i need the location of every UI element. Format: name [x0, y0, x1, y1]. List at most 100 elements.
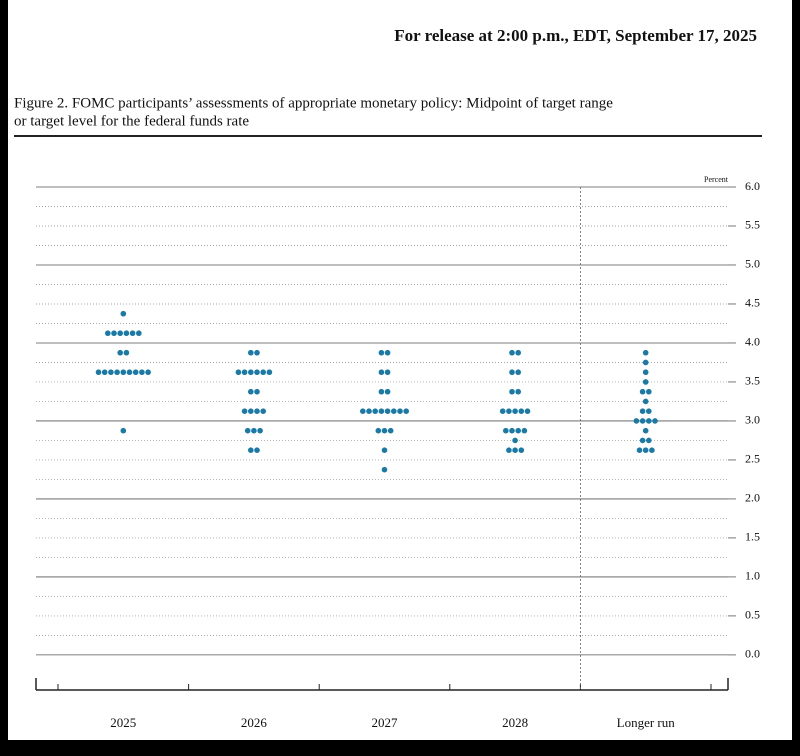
y-tick-label: 0.5 — [745, 608, 760, 622]
participant-dot — [117, 349, 123, 356]
participant-dot — [378, 388, 385, 395]
participant-dot — [509, 369, 515, 376]
participant-dot — [235, 369, 242, 376]
participant-dot — [639, 388, 646, 395]
participant-dot — [387, 427, 394, 434]
participant-dot — [360, 408, 366, 415]
chart-title: Figure 2. FOMC participants’ assessments… — [14, 95, 613, 111]
participant-dot — [646, 437, 652, 444]
participant-dot — [248, 369, 254, 376]
y-tick-label: 2.0 — [745, 491, 760, 505]
participant-dot — [120, 369, 127, 376]
participant-dot — [639, 418, 646, 424]
y-tick-label: 1.0 — [745, 569, 760, 583]
participant-dot — [499, 408, 506, 415]
participant-dot — [117, 330, 123, 337]
participant-dot — [254, 349, 260, 356]
participant-dot — [260, 408, 267, 415]
participant-dot — [642, 398, 649, 405]
participant-dot — [512, 408, 518, 415]
participant-dot — [108, 369, 114, 376]
participant-dot — [512, 447, 518, 453]
participant-dot — [636, 447, 643, 453]
participant-dot — [95, 369, 102, 376]
participant-dot — [518, 408, 525, 415]
participant-dot — [378, 408, 385, 415]
participant-dot — [366, 408, 372, 415]
x-tick-label: 2028 — [502, 715, 528, 730]
participant-dot — [139, 369, 145, 376]
participant-dot — [248, 349, 254, 356]
participant-dot — [633, 418, 640, 424]
y-tick-label: 4.5 — [745, 296, 760, 310]
participant-dot — [515, 369, 521, 376]
participant-dot — [251, 427, 257, 434]
participant-dot — [515, 388, 521, 395]
participant-dot — [123, 349, 130, 356]
participant-dot — [512, 437, 518, 444]
participant-dot — [524, 408, 531, 415]
participant-dot — [646, 408, 652, 415]
participant-dot — [145, 369, 151, 376]
participant-dot — [391, 408, 397, 415]
participant-dot — [515, 427, 521, 434]
y-tick-label: 5.0 — [745, 257, 760, 271]
chart-subtitle: or target level for the federal funds ra… — [14, 113, 249, 129]
y-tick-label: 4.0 — [745, 335, 760, 349]
participant-dot — [378, 369, 385, 376]
participant-dot — [639, 408, 646, 415]
y-tick-label: 1.5 — [745, 530, 760, 544]
participant-dot — [241, 408, 248, 415]
participant-dot — [642, 427, 649, 434]
y-tick-label: 2.5 — [745, 452, 760, 466]
participant-dot — [642, 359, 649, 366]
participant-dot — [403, 408, 410, 415]
participant-dot — [372, 408, 379, 415]
participant-dot — [642, 349, 649, 356]
y-tick-label: 3.0 — [745, 413, 760, 427]
participant-dot — [503, 427, 509, 434]
participant-dot — [375, 427, 382, 434]
participant-dot — [260, 369, 267, 376]
participant-dot — [105, 330, 111, 337]
participant-dot — [518, 447, 525, 453]
participant-dot — [101, 369, 108, 376]
participant-dot — [257, 427, 263, 434]
participant-dot — [515, 349, 521, 356]
participant-dot — [509, 427, 515, 434]
participant-dot — [120, 310, 127, 317]
participant-dot — [132, 369, 139, 376]
participant-dot — [652, 418, 658, 424]
y-tick-label: 5.5 — [745, 218, 760, 232]
participant-dot — [639, 437, 646, 444]
participant-dot — [254, 369, 260, 376]
participant-dot — [123, 330, 130, 337]
participant-dot — [244, 427, 251, 434]
participant-dot — [397, 408, 403, 415]
participant-dot — [248, 408, 254, 415]
participant-dot — [384, 369, 391, 376]
participant-dot — [646, 418, 652, 424]
participant-dot — [126, 369, 133, 376]
paper — [8, 0, 792, 740]
participant-dot — [136, 330, 142, 337]
participant-dot — [384, 349, 391, 356]
participant-dot — [254, 388, 260, 395]
participant-dot — [129, 330, 136, 337]
participant-dot — [509, 388, 515, 395]
y-tick-label: 0.0 — [745, 647, 760, 661]
participant-dot — [384, 388, 391, 395]
participant-dot — [642, 379, 649, 385]
x-tick-label: Longer run — [617, 715, 676, 730]
participant-dot — [521, 427, 528, 434]
participant-dot — [241, 369, 248, 376]
participant-dot — [642, 447, 649, 453]
participant-dot — [381, 447, 388, 453]
participant-dot — [378, 349, 385, 356]
participant-dot — [381, 466, 388, 473]
participant-dot — [111, 330, 117, 337]
x-tick-label: 2026 — [241, 715, 268, 730]
participant-dot — [384, 408, 391, 415]
x-tick-label: 2027 — [372, 715, 399, 730]
